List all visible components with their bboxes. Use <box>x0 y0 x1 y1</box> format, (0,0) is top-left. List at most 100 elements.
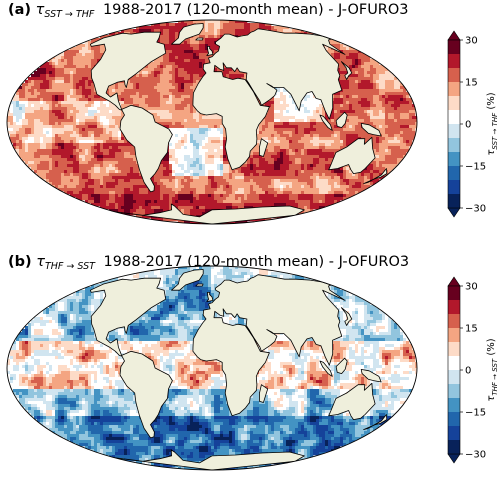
field-cell <box>211 20 215 24</box>
field-cell <box>94 47 98 51</box>
field-cell <box>376 98 380 102</box>
field-cell <box>199 131 203 135</box>
field-cell <box>280 116 284 120</box>
field-cell <box>361 89 365 93</box>
field-cell <box>289 95 293 99</box>
field-cell <box>340 74 344 78</box>
field-cell <box>373 83 377 87</box>
field-cell <box>88 83 92 87</box>
field-cell <box>16 116 20 120</box>
field-cell <box>154 83 158 87</box>
field-cell <box>280 113 284 117</box>
field-cell <box>277 128 281 132</box>
field-cell <box>202 146 206 150</box>
field-cell <box>151 29 155 33</box>
field-cell <box>175 74 179 78</box>
field-cell <box>319 146 323 150</box>
field-cell <box>319 119 323 123</box>
field-cell <box>175 68 179 72</box>
field-cell <box>178 122 182 126</box>
field-cell <box>85 125 89 129</box>
field-cell <box>82 62 86 66</box>
field-cell <box>277 131 281 135</box>
field-cell <box>259 125 263 129</box>
field-cell <box>184 53 188 57</box>
field-cell <box>346 101 350 105</box>
field-cell <box>25 80 29 84</box>
field-cell <box>109 128 113 132</box>
field-cell <box>349 65 353 69</box>
field-cell <box>163 107 167 111</box>
field-cell <box>358 71 362 75</box>
field-cell <box>184 113 188 117</box>
field-cell <box>313 98 317 102</box>
field-cell <box>319 140 323 144</box>
field-cell <box>331 140 335 144</box>
field-cell <box>184 65 188 69</box>
field-cell <box>166 71 170 75</box>
field-cell <box>70 122 74 126</box>
field-cell <box>187 50 191 54</box>
field-cell <box>106 92 110 96</box>
field-cell <box>187 125 191 129</box>
field-cell <box>283 26 287 30</box>
field-cell <box>172 62 176 66</box>
field-cell <box>67 98 71 102</box>
field-cell <box>166 83 170 87</box>
field-cell <box>307 92 311 96</box>
field-cell <box>187 68 191 72</box>
field-cell <box>55 143 59 147</box>
field-cell <box>25 143 29 147</box>
field-cell <box>178 83 182 87</box>
field-cell <box>178 65 182 69</box>
field-cell <box>154 74 158 78</box>
field-cell <box>67 131 71 135</box>
field-cell <box>370 122 374 126</box>
field-cell <box>31 104 35 108</box>
field-cell <box>133 98 137 102</box>
field-cell <box>187 137 191 141</box>
field-cell <box>16 143 20 147</box>
field-cell <box>349 119 353 123</box>
field-cell <box>331 143 335 147</box>
field-cell <box>397 119 401 123</box>
field-cell <box>346 134 350 138</box>
field-cell <box>397 146 401 150</box>
field-cell <box>391 74 395 78</box>
field-cell <box>166 56 170 60</box>
field-cell <box>67 86 71 90</box>
field-cell <box>82 59 86 63</box>
field-cell <box>58 125 62 129</box>
field-cell <box>193 44 197 48</box>
field-cell <box>202 137 206 141</box>
field-cell <box>286 137 290 141</box>
field-cell <box>361 53 365 57</box>
field-cell <box>31 140 35 144</box>
field-cell <box>43 110 47 114</box>
field-cell <box>370 71 374 75</box>
field-cell <box>178 59 182 63</box>
field-cell <box>286 92 290 96</box>
field-cell <box>154 68 158 72</box>
field-cell <box>79 134 83 138</box>
field-cell <box>217 146 221 150</box>
field-cell <box>370 92 374 96</box>
field-cell <box>259 26 263 30</box>
field-cell <box>22 104 26 108</box>
field-cell <box>58 77 62 81</box>
field-cell <box>37 122 41 126</box>
field-cell <box>217 140 221 144</box>
field-cell <box>385 146 389 150</box>
field-cell <box>142 101 146 105</box>
field-cell <box>187 53 191 57</box>
field-cell <box>121 86 125 90</box>
field-cell <box>100 44 104 48</box>
field-cell <box>409 113 413 117</box>
field-cell <box>85 149 89 153</box>
field-cell <box>175 80 179 84</box>
field-cell <box>64 62 68 66</box>
field-cell <box>388 77 392 81</box>
field-cell <box>106 134 110 138</box>
field-cell <box>364 65 368 69</box>
field-cell <box>298 131 302 135</box>
